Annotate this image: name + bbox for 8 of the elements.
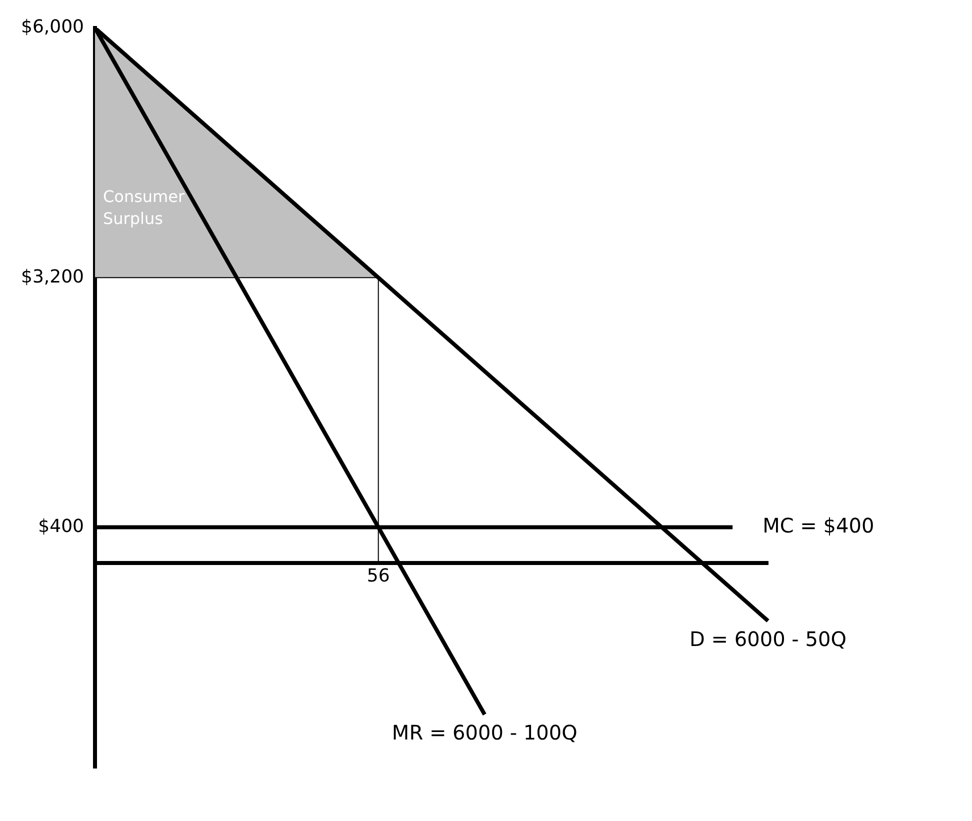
x-tick-label: 56 xyxy=(366,565,390,586)
series-label: Consumer Surplus xyxy=(102,186,185,228)
y-tick-label: $6,000 xyxy=(21,16,84,38)
series-label: MC = $400 xyxy=(762,513,874,538)
series-label: MR = 6000 - 100Q xyxy=(392,720,578,745)
series-label: D = 6000 - 50Q xyxy=(690,627,846,652)
y-tick-label: $400 xyxy=(38,516,84,537)
y-tick-label: $3,200 xyxy=(21,266,84,288)
